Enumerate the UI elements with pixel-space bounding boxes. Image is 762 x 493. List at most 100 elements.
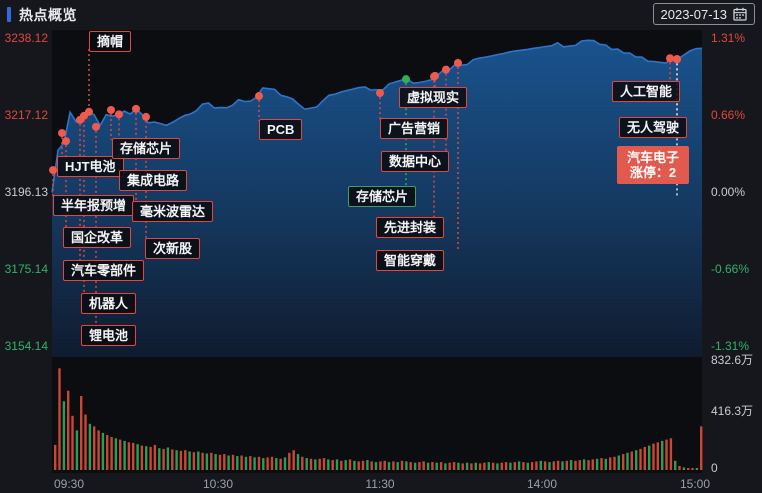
volume-bar xyxy=(171,449,174,470)
volume-bar xyxy=(184,450,187,470)
volume-bar xyxy=(639,448,642,470)
panel-header: 热点概览 2023-07-13 xyxy=(0,0,762,28)
volume-bar xyxy=(88,423,92,470)
volume-bar xyxy=(84,414,87,470)
volume-bar xyxy=(574,460,577,470)
hot-topic-label[interactable]: HJT电池 xyxy=(57,156,124,177)
volume-bar xyxy=(700,426,703,470)
volume-bar xyxy=(600,458,603,470)
hot-topic-label[interactable]: 虚拟现实 xyxy=(399,87,468,108)
hot-topic-label[interactable]: 先进封装 xyxy=(376,217,445,238)
annotation-dot xyxy=(92,122,100,131)
volume-bar xyxy=(422,461,425,470)
volume-bar xyxy=(305,458,308,470)
time-axis-label: 14:00 xyxy=(526,477,558,491)
volume-bar xyxy=(383,460,386,470)
volume-bar xyxy=(569,460,573,470)
hot-topic-label[interactable]: 次新股 xyxy=(145,238,201,259)
volume-bar xyxy=(132,442,135,470)
hot-topic-label[interactable]: 毫米波雷达 xyxy=(132,201,214,222)
volume-bar xyxy=(175,450,178,470)
volume-bar xyxy=(609,457,612,470)
title-accent-bar xyxy=(7,7,11,22)
volume-bar xyxy=(652,443,655,470)
percent-axis-label: 0.00% xyxy=(711,185,746,199)
annotation-dot xyxy=(107,105,115,114)
annotation-dot xyxy=(255,92,263,101)
volume-bar xyxy=(543,461,547,470)
hot-topic-label[interactable]: 存储芯片 xyxy=(112,138,181,159)
percent-axis-label: 1.31% xyxy=(711,31,746,45)
volume-bar xyxy=(392,461,395,470)
volume-bar xyxy=(218,454,222,470)
hot-topic-label[interactable]: 汽车电子 涨停：2 xyxy=(617,146,690,184)
annotation-dot xyxy=(58,129,66,138)
volume-bar xyxy=(522,462,525,470)
time-axis-label: 15:00 xyxy=(679,477,711,491)
volume-bar xyxy=(691,468,694,470)
annotation-dot xyxy=(49,166,57,175)
volume-bar xyxy=(292,450,295,470)
volume-bar xyxy=(158,448,161,470)
volume-bar xyxy=(687,468,690,470)
volume-bar xyxy=(487,462,490,470)
annotation-dot xyxy=(115,110,123,119)
volume-bar xyxy=(136,444,139,470)
hot-topic-label[interactable]: 汽车零部件 xyxy=(63,260,145,281)
annotation-dot xyxy=(673,55,681,64)
volume-bar xyxy=(535,461,538,470)
percent-axis-label: 0.66% xyxy=(711,108,746,122)
page-title: 热点概览 xyxy=(19,7,77,23)
price-axis-label: 3154.14 xyxy=(4,339,48,353)
hot-topic-label[interactable]: 国企改革 xyxy=(63,227,132,248)
volume-bar xyxy=(106,435,109,470)
price-axis-label: 3175.14 xyxy=(4,262,48,276)
volume-bar xyxy=(322,458,326,470)
volume-bar xyxy=(431,462,434,470)
volume-bar xyxy=(67,390,70,470)
volume-bar xyxy=(387,462,391,470)
hot-topic-label[interactable]: 智能穿戴 xyxy=(376,250,445,271)
volume-bar xyxy=(262,458,265,470)
volume-bar xyxy=(223,454,226,470)
volume-bar xyxy=(613,456,616,470)
hot-topic-label[interactable]: 人工智能 xyxy=(612,81,681,102)
volume-bar xyxy=(283,457,287,470)
volume-bar xyxy=(470,463,473,470)
volume-bar xyxy=(314,459,317,470)
volume-bar xyxy=(231,454,235,470)
hot-topic-label[interactable]: 集成电路 xyxy=(119,170,188,191)
percent-axis-label: -1.31% xyxy=(711,339,750,353)
date-picker[interactable]: 2023-07-13 xyxy=(652,3,755,25)
volume-bar xyxy=(426,462,430,470)
price-axis-label: 3238.12 xyxy=(4,31,48,45)
volume-axis-label: 832.6万 xyxy=(711,353,754,367)
volume-bar xyxy=(622,454,625,470)
volume-bar xyxy=(97,430,100,470)
hot-topic-label[interactable]: PCB xyxy=(259,119,303,140)
hot-topic-label[interactable]: 机器人 xyxy=(81,293,137,314)
hot-topic-label[interactable]: 锂电池 xyxy=(81,325,137,346)
volume-bar xyxy=(270,456,274,470)
volume-bar xyxy=(296,454,300,470)
hot-topic-label[interactable]: 数据中心 xyxy=(381,151,450,172)
hot-topic-label[interactable]: 存储芯片 xyxy=(348,186,417,207)
hot-topic-label[interactable]: 广告营销 xyxy=(380,118,449,139)
volume-bar xyxy=(75,430,79,470)
volume-bar xyxy=(661,440,664,470)
volume-bar xyxy=(500,462,503,470)
volume-bar xyxy=(526,462,529,470)
volume-bar xyxy=(205,453,209,470)
volume-bar xyxy=(249,456,252,470)
volume-bar xyxy=(582,459,586,470)
hot-topic-label[interactable]: 半年报预增 xyxy=(53,195,135,216)
volume-bar xyxy=(348,459,352,470)
volume-bar xyxy=(648,445,651,470)
volume-bar xyxy=(288,452,291,470)
volume-bar xyxy=(396,462,399,470)
volume-bar xyxy=(101,433,105,470)
hot-topic-label[interactable]: 摘帽 xyxy=(89,31,132,52)
annotation-dot xyxy=(442,65,450,74)
volume-bar xyxy=(444,463,447,470)
hot-topic-label[interactable]: 无人驾驶 xyxy=(619,117,688,138)
